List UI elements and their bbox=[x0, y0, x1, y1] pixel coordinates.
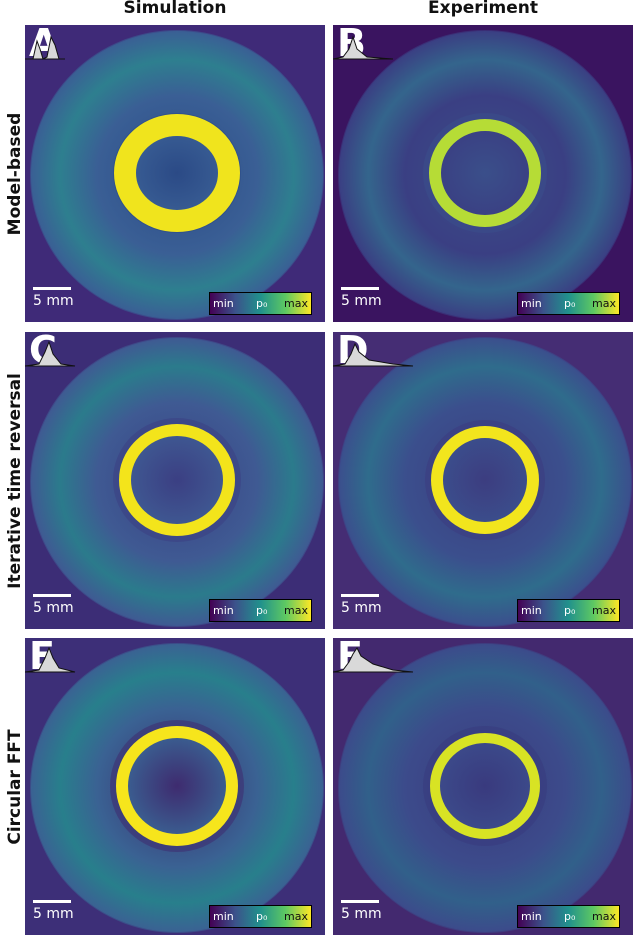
scale-bar bbox=[341, 900, 379, 903]
colorbar: min p₀ max bbox=[209, 292, 312, 315]
disc-edge bbox=[30, 30, 324, 320]
colorbar: min p₀ max bbox=[517, 905, 620, 928]
scale-bar-label: 5 mm bbox=[341, 293, 382, 309]
colorbar-mid-label: p₀ bbox=[564, 297, 576, 310]
colorbar-min-label: min bbox=[213, 297, 234, 310]
ring-inner bbox=[125, 125, 229, 221]
scale-bar bbox=[33, 594, 71, 597]
colorbar: min p₀ max bbox=[517, 599, 620, 622]
disc-edge bbox=[30, 643, 324, 933]
colorbar-min-label: min bbox=[213, 910, 234, 923]
colorbar: min p₀ max bbox=[209, 599, 312, 622]
colorbar-max-label: max bbox=[284, 910, 308, 923]
ring-inner bbox=[435, 738, 535, 834]
colorbar-max-label: max bbox=[592, 910, 616, 923]
scale-bar bbox=[341, 594, 379, 597]
reconstruction-image bbox=[333, 332, 633, 629]
disc-edge bbox=[30, 337, 324, 627]
colorbar: min p₀ max bbox=[209, 905, 312, 928]
colorbar-min-label: min bbox=[521, 604, 542, 617]
disc-edge bbox=[338, 30, 632, 320]
colorbar-max-label: max bbox=[592, 604, 616, 617]
histogram bbox=[333, 35, 394, 60]
colorbar-mid-label: p₀ bbox=[256, 604, 268, 617]
ring-inner bbox=[435, 125, 535, 221]
histogram bbox=[25, 35, 65, 60]
colorbar-mid-label: p₀ bbox=[564, 604, 576, 617]
scale-bar-label: 5 mm bbox=[33, 600, 74, 616]
colorbar-min-label: min bbox=[213, 604, 234, 617]
ring-inner bbox=[437, 432, 533, 528]
scale-bar-label: 5 mm bbox=[33, 906, 74, 922]
colorbar: min p₀ max bbox=[517, 292, 620, 315]
histogram bbox=[333, 342, 414, 367]
colorbar-max-label: max bbox=[284, 297, 308, 310]
colorbar-min-label: min bbox=[521, 297, 542, 310]
colorbar-mid-label: p₀ bbox=[564, 910, 576, 923]
reconstruction-image bbox=[25, 332, 325, 629]
reconstruction-image bbox=[333, 638, 633, 935]
disc-edge bbox=[338, 643, 632, 933]
ring bbox=[119, 424, 235, 536]
colorbar-mid-label: p₀ bbox=[256, 910, 268, 923]
colorbar-min-label: min bbox=[521, 910, 542, 923]
scale-bar bbox=[33, 287, 71, 290]
histogram bbox=[333, 647, 414, 673]
column-title-experiment: Experiment bbox=[428, 0, 538, 18]
scale-bar-label: 5 mm bbox=[341, 600, 382, 616]
disc-edge bbox=[338, 337, 632, 627]
ring bbox=[431, 426, 539, 534]
reconstruction-image bbox=[333, 25, 633, 322]
ring bbox=[116, 726, 238, 846]
reconstruction-image bbox=[25, 638, 325, 935]
ring bbox=[430, 733, 540, 839]
colorbar-mid-label: p₀ bbox=[256, 297, 268, 310]
ring bbox=[114, 114, 240, 232]
scale-bar bbox=[341, 287, 379, 290]
histogram bbox=[25, 646, 76, 673]
ring bbox=[429, 119, 541, 227]
reconstruction-image bbox=[25, 25, 325, 322]
scale-bar-label: 5 mm bbox=[341, 906, 382, 922]
histogram bbox=[25, 340, 76, 367]
ring-inner bbox=[125, 430, 229, 530]
ring-inner bbox=[122, 732, 232, 840]
column-title-simulation: Simulation bbox=[123, 0, 227, 18]
colorbar-max-label: max bbox=[592, 297, 616, 310]
scale-bar-label: 5 mm bbox=[33, 293, 74, 309]
colorbar-max-label: max bbox=[284, 604, 308, 617]
scale-bar bbox=[33, 900, 71, 903]
